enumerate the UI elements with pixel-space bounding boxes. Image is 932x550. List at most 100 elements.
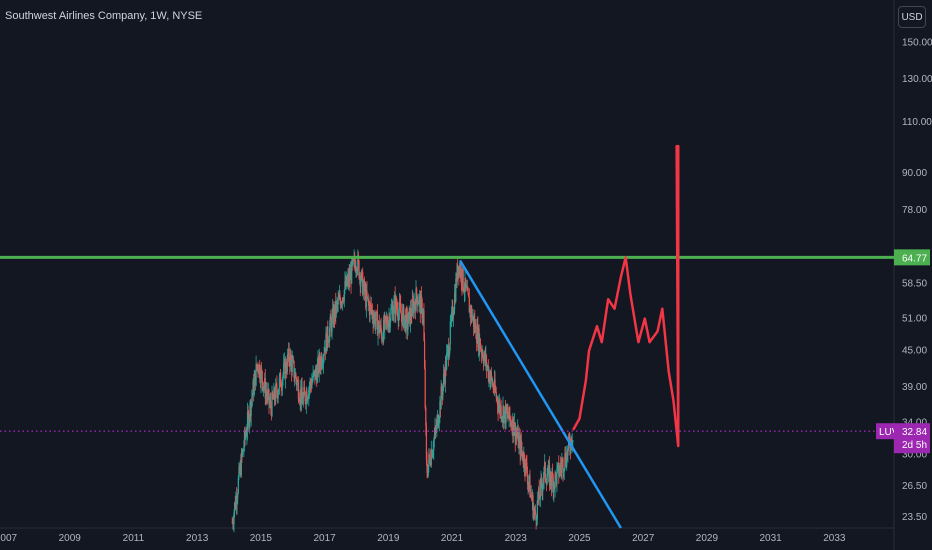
candle-body — [300, 386, 303, 404]
candle-body — [306, 398, 309, 401]
candle-body — [492, 383, 494, 390]
candle-body — [285, 362, 287, 371]
candle-body — [439, 400, 441, 418]
candle-body — [457, 266, 459, 277]
candle-body — [471, 317, 473, 321]
candlestick-series — [231, 249, 574, 533]
candle-body — [538, 488, 540, 499]
candle-body — [499, 406, 502, 414]
candle-body — [550, 482, 553, 486]
candle-body — [502, 406, 504, 417]
candle-body — [246, 431, 248, 436]
candle-body — [261, 371, 263, 382]
candle-body — [533, 510, 535, 518]
candle-body — [341, 298, 344, 304]
candle-body — [445, 361, 447, 370]
y-tick-label: 23.50 — [902, 512, 927, 523]
candle-body — [315, 368, 317, 373]
forecast-path[interactable] — [572, 144, 680, 448]
candle-body — [566, 451, 568, 456]
candle-body — [541, 479, 543, 487]
candle-body — [571, 441, 573, 446]
candle-body — [386, 318, 388, 326]
candle-body — [565, 463, 567, 467]
candle-body — [348, 273, 350, 284]
candle-body — [525, 458, 527, 463]
candle-body — [397, 309, 399, 317]
candle-body — [386, 318, 388, 321]
candle-body — [513, 432, 515, 436]
candle-body — [487, 365, 489, 367]
candle-body — [544, 462, 546, 468]
candle-body — [516, 434, 518, 437]
candle-body — [246, 412, 249, 432]
candle-body — [488, 372, 491, 383]
candle-body — [243, 447, 245, 451]
candle-body — [548, 465, 550, 467]
candle-body — [478, 328, 480, 353]
candle-body — [278, 378, 280, 390]
candle-body — [398, 310, 400, 321]
candle-body — [365, 289, 367, 308]
candle-body — [273, 388, 275, 400]
candle-body — [389, 320, 391, 328]
candle-body — [457, 264, 459, 277]
candle-body — [403, 306, 405, 328]
candle-body — [458, 266, 461, 276]
candle-body — [422, 317, 424, 319]
candle-body — [237, 493, 239, 499]
candle-body — [494, 379, 496, 391]
time-axis: 2007 2009 2011 2013 2015 2017 2019 2021 2023 2025… — [0, 533, 846, 544]
candle-body — [241, 452, 243, 455]
candle-body — [531, 496, 533, 501]
x-tick-label: 2025 — [568, 533, 591, 544]
candle-body — [319, 364, 322, 369]
candle-body — [289, 353, 292, 366]
candle-body — [449, 344, 451, 354]
candle-body — [343, 289, 345, 302]
x-tick-label: 2033 — [823, 533, 846, 544]
candle-body — [365, 290, 367, 308]
candle-body — [526, 462, 528, 475]
currency-button[interactable]: USD — [898, 6, 926, 28]
candle-body — [379, 329, 381, 334]
candle-body — [475, 323, 477, 340]
candle-body — [235, 496, 238, 505]
candle-body — [314, 368, 317, 381]
candle-body — [329, 327, 331, 341]
candle-body — [463, 288, 465, 293]
candle-body — [407, 323, 409, 330]
candle-body — [308, 387, 311, 390]
symbol-label: LUV — [879, 427, 899, 438]
candle-body — [327, 341, 329, 343]
candle-body — [443, 373, 445, 377]
candle-body — [428, 454, 430, 465]
candle-body — [422, 310, 424, 318]
candle-body — [397, 316, 399, 321]
candle-body — [461, 283, 463, 287]
descending-trendline[interactable] — [458, 259, 622, 529]
y-tick-label: 150.00 — [902, 37, 932, 48]
candle-body — [537, 488, 540, 501]
candle-body — [316, 372, 318, 383]
candle-body — [242, 449, 244, 451]
candle-body — [552, 471, 554, 478]
candle-body — [319, 355, 321, 365]
candle-body — [258, 364, 260, 374]
candle-body — [523, 454, 526, 469]
candle-body — [350, 271, 352, 284]
candle-body — [332, 308, 334, 325]
candle-body — [362, 271, 364, 296]
candle-body — [262, 387, 265, 391]
candle-body — [355, 268, 358, 271]
candle-body — [334, 301, 336, 319]
candle-body — [421, 300, 423, 319]
candle-body — [292, 359, 294, 361]
bar-countdown-label: 2d 5h — [902, 440, 927, 451]
candle-body — [493, 389, 495, 391]
candle-body — [289, 361, 291, 366]
candle-body — [553, 484, 556, 489]
candle-body — [314, 370, 316, 381]
candle-body — [525, 458, 527, 473]
